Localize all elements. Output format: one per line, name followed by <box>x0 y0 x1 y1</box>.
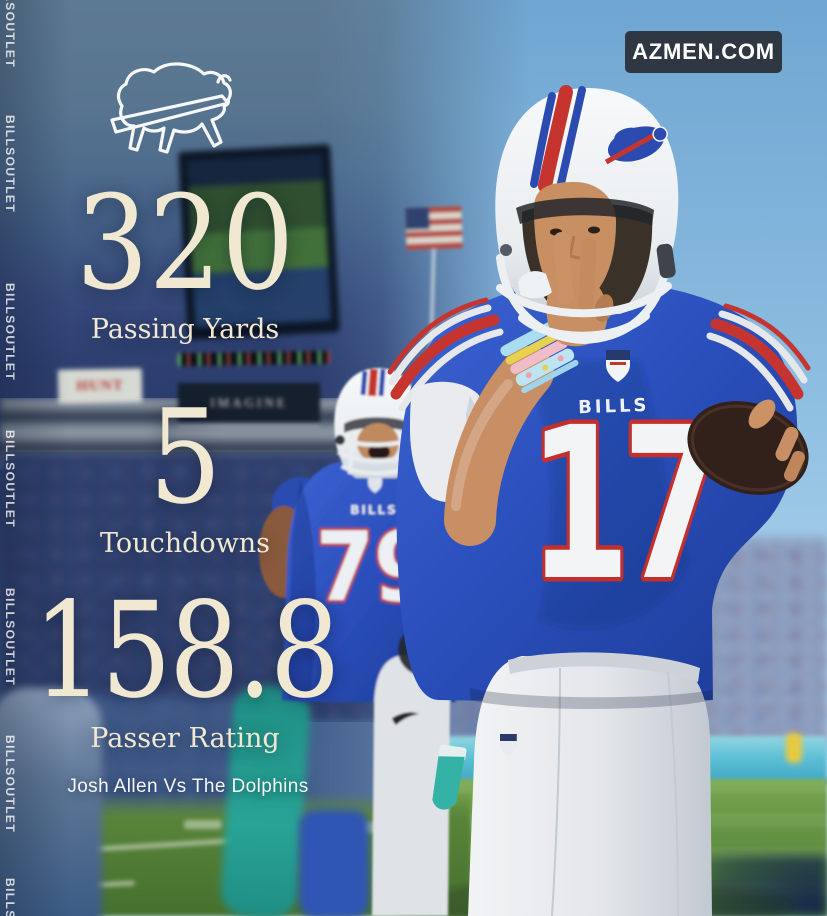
caption: Josh Allen Vs The Dolphins <box>67 776 309 797</box>
chin-strap <box>518 271 552 299</box>
watermark: BILLSOUTLET <box>3 283 17 382</box>
watermark: BILLSOUTLET <box>3 430 17 529</box>
player-79-mouth <box>368 444 390 460</box>
allen-finger <box>578 238 597 311</box>
sideline-staff-figure <box>786 733 802 763</box>
allen-jersey-shade <box>520 360 690 629</box>
allen-belt <box>508 652 700 682</box>
player-79-pants <box>372 655 450 916</box>
stat-label: Passer Rating <box>90 723 280 754</box>
allen-eye-right <box>588 226 600 234</box>
watermark: BILLSOUTLET <box>3 588 17 687</box>
blurred-player-legs <box>299 810 369 916</box>
nfl-shield-icon <box>368 474 382 493</box>
stat-passer-rating: 158.8 Passer Rating <box>0 585 375 754</box>
allen-forearm <box>444 346 554 546</box>
allen-forearm-highlight <box>451 379 513 511</box>
allen-helmet <box>495 85 679 347</box>
helmet-buffalo-logo <box>604 124 668 165</box>
yard-marker <box>184 820 222 829</box>
jersey-hem-shadow <box>470 688 712 709</box>
stat-label: Passing Yards <box>90 314 280 345</box>
allen-finger <box>553 232 574 304</box>
watermark: BILLSOUTLET <box>3 115 17 214</box>
imagine-sign-text: IMAGINE <box>210 395 288 410</box>
bills-logo <box>110 62 232 154</box>
mask-clip <box>656 243 676 279</box>
josh-allen: BILLS 17 <box>387 85 811 916</box>
mask-clip <box>500 244 512 256</box>
brow-shadow <box>516 197 654 226</box>
stat-value: 158.8 <box>32 574 340 728</box>
bills-logo-body <box>116 62 232 154</box>
allen-finger <box>783 450 805 482</box>
left-edge-shade <box>0 0 70 916</box>
azmen-badge-label: AZMEN.COM <box>632 39 775 64</box>
stat-value: 5 <box>148 381 222 533</box>
bills-logo-horn <box>216 74 232 84</box>
shoulder-stripes-right <box>706 303 811 412</box>
player-79-wordmark: BILLS <box>350 503 398 517</box>
shoulder-stripes-left <box>387 297 504 412</box>
watermark: BILLSOUTLET <box>3 878 17 916</box>
nfl-shield-icon <box>606 350 630 382</box>
player-79-jersey-shade <box>288 480 316 698</box>
stat-passing-yards: 320 Passing Yards <box>0 178 375 345</box>
allen-pants <box>468 656 712 916</box>
stat-label: Touchdowns <box>100 528 270 559</box>
allen-facemask <box>496 252 672 345</box>
watermark: BILLSOUTLET <box>3 0 17 69</box>
allen-wordmark: BILLS <box>578 395 650 418</box>
teal-towel <box>432 744 467 810</box>
nfl-shield-icon <box>500 734 517 757</box>
nike-swoosh-icon <box>392 712 419 725</box>
stat-value: 320 <box>75 167 295 319</box>
imagine-sign: IMAGINE <box>178 383 320 428</box>
allen-number: 17 <box>528 382 716 626</box>
blurred-player-left <box>0 688 102 916</box>
azmen-badge: AZMEN.COM <box>625 31 782 73</box>
watermark: BILLSOUTLET <box>3 735 17 834</box>
stat-touchdowns: 5 Touchdowns <box>0 392 375 559</box>
allen-finger <box>775 426 799 462</box>
allen-thumb <box>748 399 776 429</box>
